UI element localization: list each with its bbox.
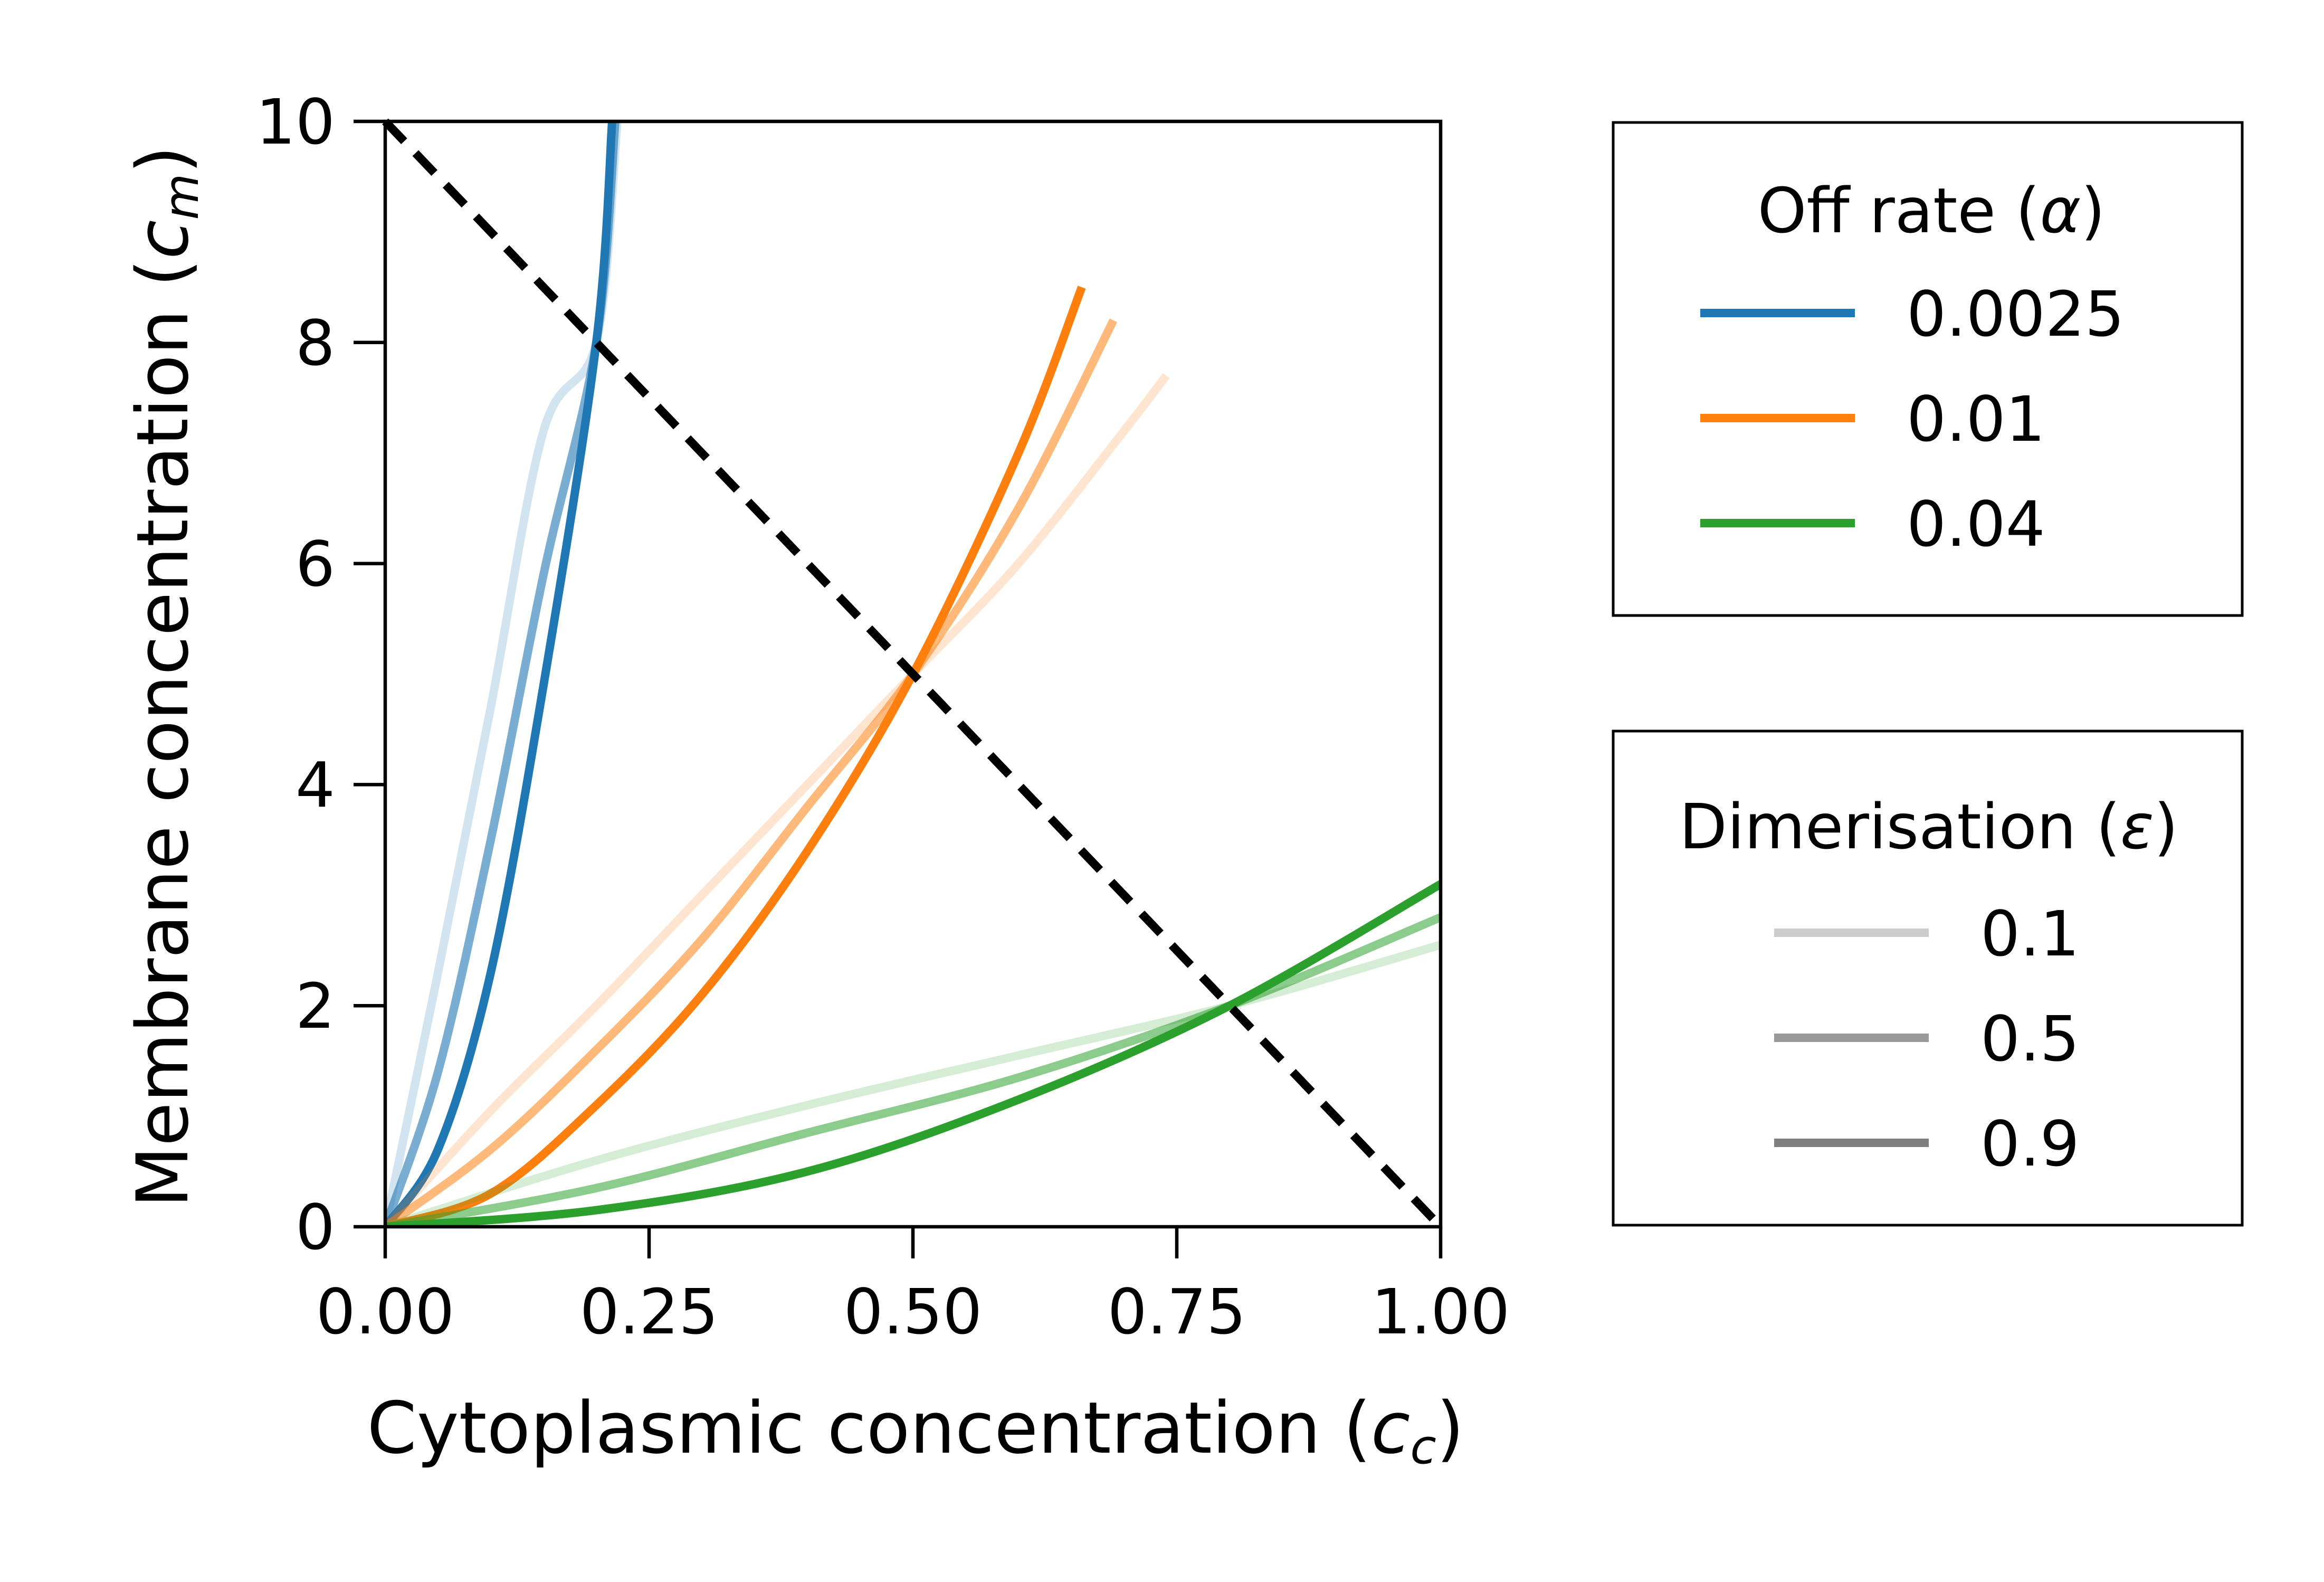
series-line-offrate-0.01-dimer-0.9 <box>385 286 1086 1227</box>
y-tick-label: 8 <box>296 307 335 380</box>
legend-label-0.1: 0.1 <box>1980 897 2080 970</box>
y-axis-title: Membrane concentration (cm) <box>121 146 209 1208</box>
plot-area <box>382 118 1444 1230</box>
legend-off-rate: Off rate (α) 0.0025 0.01 0.04 <box>1612 121 2244 617</box>
series-line-offrate-0.01-dimer-0.1 <box>385 373 1170 1227</box>
series-line-offrate-0.01-dimer-0.5 <box>385 318 1118 1227</box>
legend-off-rate-title: Off rate (α) <box>1758 174 2106 247</box>
y-tick-label: 0 <box>296 1191 335 1264</box>
legend-label-0.9: 0.9 <box>1980 1107 2080 1180</box>
x-tick-label: 0.00 <box>316 1275 455 1348</box>
x-axis-title: Cytoplasmic concentration (cc) <box>367 1387 1464 1475</box>
x-tick-label: 1.00 <box>1371 1275 1510 1348</box>
x-tick-label: 0.75 <box>1108 1275 1246 1348</box>
series-line-offrate-0.0025-dimer-0.9 <box>385 121 616 1227</box>
series-line-offrate-0.04-dimer-0.9 <box>385 880 1441 1227</box>
reference-dashed-line <box>382 118 1444 1230</box>
legend-label-0.0025: 0.0025 <box>1907 278 2125 350</box>
series-layer <box>385 121 1441 1227</box>
legend-off-rate-box <box>1612 121 2244 617</box>
legend-label-0.01: 0.01 <box>1907 383 2045 456</box>
y-tick-label: 2 <box>296 970 335 1043</box>
x-tick-label: 0.50 <box>844 1275 983 1348</box>
y-tick-label: 6 <box>296 528 335 601</box>
x-axis: 0.00 0.25 0.50 0.75 1.00 <box>316 1227 1510 1348</box>
y-tick-label: 10 <box>256 86 335 158</box>
x-tick-label: 0.25 <box>580 1275 719 1348</box>
y-tick-label: 4 <box>296 749 335 821</box>
legend-dimerisation-title: Dimerisation (ε) <box>1679 790 2178 863</box>
legend-label-0.5: 0.5 <box>1980 1002 2080 1075</box>
legend-dimerisation: Dimerisation (ε) 0.1 0.5 0.9 <box>1612 730 2244 1227</box>
y-axis: 0 2 4 6 8 10 <box>256 86 385 1264</box>
legend-label-0.04: 0.04 <box>1907 488 2045 561</box>
